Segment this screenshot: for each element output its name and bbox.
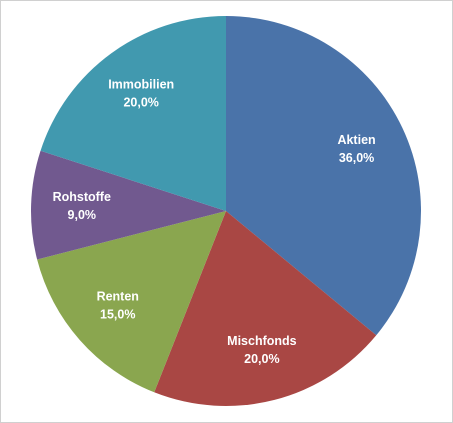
- slice-label: Renten: [97, 290, 139, 304]
- slice-value-label: 15,0%: [100, 308, 135, 322]
- slice-value-label: 20,0%: [244, 352, 279, 366]
- pie-slice: [154, 211, 377, 406]
- pie-slice: [37, 211, 226, 393]
- slice-label: Aktien: [337, 133, 375, 147]
- slice-label: Immobilien: [108, 78, 174, 92]
- slice-value-label: 20,0%: [123, 96, 158, 110]
- pie-slice: [30, 150, 226, 260]
- pie-slice: [40, 16, 227, 211]
- slice-label: Mischfonds: [227, 334, 296, 348]
- pie-slice: [226, 16, 421, 336]
- slice-label: Rohstoffe: [53, 190, 111, 204]
- slice-value-label: 9,0%: [68, 208, 97, 222]
- slice-value-label: 36,0%: [339, 151, 374, 165]
